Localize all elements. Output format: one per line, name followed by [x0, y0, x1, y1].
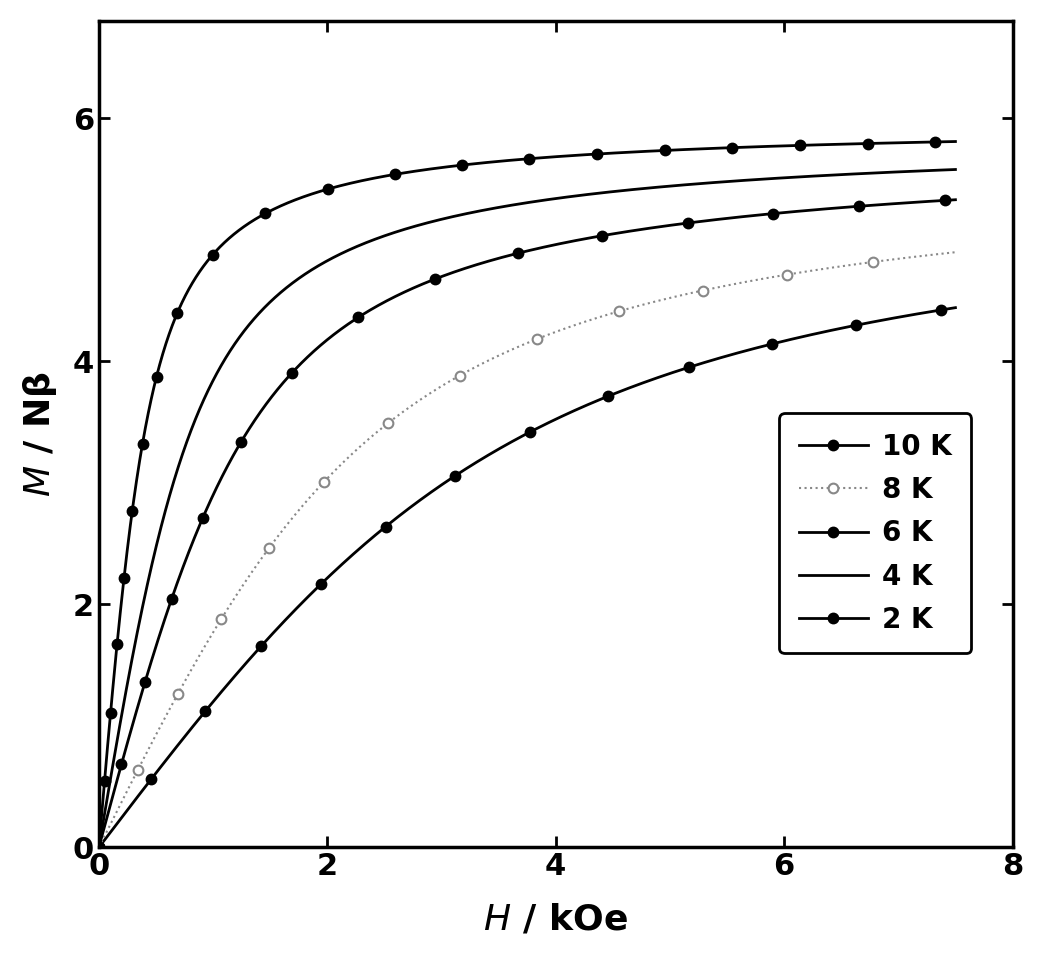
2 K — [190, 271, 203, 282]
4 K — [421, 217, 433, 229]
4 K — [932, 165, 945, 176]
8 K — [949, 247, 962, 258]
2 K — [241, 218, 254, 230]
Y-axis label: $\mathbf{\mathit{M}}$ / N$\mathbf{\beta}$: $\mathbf{\mathit{M}}$ / N$\mathbf{\beta}… — [21, 371, 58, 497]
6 K — [93, 842, 105, 854]
6 K — [932, 195, 945, 207]
Line: 10 K: 10 K — [94, 302, 960, 853]
4 K — [949, 164, 962, 175]
Line: 8 K: 8 K — [94, 247, 960, 853]
X-axis label: $\mathbf{\mathit{H}}$ / kOe: $\mathbf{\mathit{H}}$ / kOe — [483, 902, 628, 936]
6 K — [190, 527, 203, 539]
10 K — [932, 304, 945, 316]
10 K — [421, 489, 433, 501]
10 K — [241, 656, 254, 667]
Line: 6 K: 6 K — [94, 195, 960, 853]
4 K — [93, 842, 105, 854]
6 K — [840, 202, 853, 213]
Line: 2 K: 2 K — [94, 137, 960, 853]
8 K — [190, 655, 203, 666]
4 K — [458, 209, 471, 220]
2 K — [949, 136, 962, 147]
10 K — [949, 301, 962, 313]
8 K — [241, 573, 254, 585]
6 K — [458, 263, 471, 275]
10 K — [840, 322, 853, 333]
4 K — [190, 411, 203, 422]
8 K — [93, 842, 105, 854]
2 K — [421, 164, 433, 175]
8 K — [932, 248, 945, 259]
10 K — [458, 464, 471, 476]
4 K — [241, 322, 254, 333]
2 K — [93, 842, 105, 854]
Line: 4 K: 4 K — [99, 169, 955, 848]
Legend: 10 K, 8 K, 6 K, 4 K, 2 K: 10 K, 8 K, 6 K, 4 K, 2 K — [779, 413, 971, 654]
10 K — [93, 842, 105, 854]
8 K — [458, 367, 471, 379]
8 K — [840, 260, 853, 272]
4 K — [840, 168, 853, 180]
6 K — [241, 426, 254, 437]
10 K — [190, 716, 203, 727]
2 K — [458, 159, 471, 170]
6 K — [949, 194, 962, 206]
8 K — [421, 389, 433, 401]
6 K — [421, 277, 433, 288]
2 K — [932, 136, 945, 147]
2 K — [840, 139, 853, 150]
